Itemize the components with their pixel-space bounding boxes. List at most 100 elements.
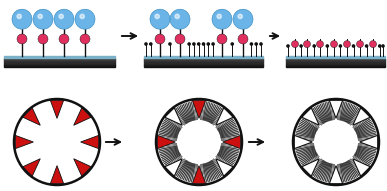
Circle shape xyxy=(188,43,190,45)
Bar xyxy=(144,58,263,59)
Circle shape xyxy=(75,9,95,29)
Circle shape xyxy=(59,14,63,19)
Polygon shape xyxy=(302,159,319,176)
Circle shape xyxy=(175,34,185,44)
Bar xyxy=(286,61,385,62)
Polygon shape xyxy=(15,135,33,149)
Bar xyxy=(144,59,263,60)
Circle shape xyxy=(330,41,337,48)
Bar xyxy=(144,65,263,66)
Polygon shape xyxy=(80,135,99,149)
Circle shape xyxy=(170,9,190,29)
Polygon shape xyxy=(302,108,319,125)
Circle shape xyxy=(17,34,27,44)
Bar xyxy=(286,62,385,64)
Circle shape xyxy=(155,14,159,19)
Polygon shape xyxy=(23,159,40,176)
Polygon shape xyxy=(329,100,342,118)
Circle shape xyxy=(303,41,310,48)
Circle shape xyxy=(14,99,100,185)
Circle shape xyxy=(38,34,48,44)
Bar xyxy=(4,60,115,61)
Bar xyxy=(286,56,385,58)
Circle shape xyxy=(217,14,221,19)
Circle shape xyxy=(54,9,74,29)
Circle shape xyxy=(353,45,354,47)
Circle shape xyxy=(155,34,165,44)
Circle shape xyxy=(156,99,242,185)
Circle shape xyxy=(238,14,242,19)
Polygon shape xyxy=(216,108,233,125)
Circle shape xyxy=(291,41,298,48)
Circle shape xyxy=(313,45,315,47)
Circle shape xyxy=(193,43,195,45)
Circle shape xyxy=(207,43,209,45)
Circle shape xyxy=(217,34,227,44)
Bar xyxy=(4,56,115,58)
Circle shape xyxy=(317,41,324,48)
Circle shape xyxy=(212,43,214,45)
Bar xyxy=(4,62,115,64)
Bar xyxy=(144,61,263,62)
Bar xyxy=(144,56,263,58)
Circle shape xyxy=(356,41,363,48)
Polygon shape xyxy=(360,135,378,149)
Polygon shape xyxy=(353,108,370,125)
Polygon shape xyxy=(74,108,91,125)
Polygon shape xyxy=(192,166,205,184)
Polygon shape xyxy=(50,100,64,118)
Circle shape xyxy=(80,34,90,44)
Circle shape xyxy=(38,14,43,19)
Circle shape xyxy=(59,34,69,44)
Bar xyxy=(144,66,263,67)
Polygon shape xyxy=(329,166,342,184)
Bar xyxy=(4,66,115,67)
Circle shape xyxy=(326,45,329,47)
Circle shape xyxy=(370,41,377,48)
Circle shape xyxy=(382,45,384,47)
Circle shape xyxy=(344,41,351,48)
Circle shape xyxy=(150,9,170,29)
Polygon shape xyxy=(223,135,241,149)
Circle shape xyxy=(33,9,53,29)
Circle shape xyxy=(12,9,32,29)
Circle shape xyxy=(365,45,368,47)
Bar xyxy=(286,59,385,60)
Bar xyxy=(286,65,385,66)
Polygon shape xyxy=(165,108,182,125)
Circle shape xyxy=(339,45,341,47)
Polygon shape xyxy=(294,135,312,149)
Circle shape xyxy=(198,43,200,45)
Circle shape xyxy=(378,45,381,47)
Bar xyxy=(286,66,385,67)
Bar xyxy=(144,64,263,65)
Bar xyxy=(4,58,115,59)
Bar xyxy=(144,60,263,61)
Bar xyxy=(4,59,115,60)
Circle shape xyxy=(17,14,21,19)
Polygon shape xyxy=(74,159,91,176)
Circle shape xyxy=(260,43,262,45)
Circle shape xyxy=(255,43,257,45)
Polygon shape xyxy=(216,159,233,176)
Bar xyxy=(4,65,115,66)
Polygon shape xyxy=(157,135,175,149)
Circle shape xyxy=(233,9,253,29)
Circle shape xyxy=(287,45,289,47)
Bar xyxy=(144,62,263,64)
Bar xyxy=(286,58,385,59)
Polygon shape xyxy=(23,108,40,125)
Circle shape xyxy=(80,14,84,19)
Circle shape xyxy=(175,14,180,19)
Polygon shape xyxy=(165,159,182,176)
Polygon shape xyxy=(192,100,205,118)
Circle shape xyxy=(212,9,232,29)
Bar xyxy=(286,64,385,65)
Circle shape xyxy=(169,43,171,45)
Polygon shape xyxy=(353,159,370,176)
Circle shape xyxy=(145,43,147,45)
Circle shape xyxy=(231,43,233,45)
Bar xyxy=(286,60,385,61)
Circle shape xyxy=(293,99,379,185)
Circle shape xyxy=(238,34,248,44)
